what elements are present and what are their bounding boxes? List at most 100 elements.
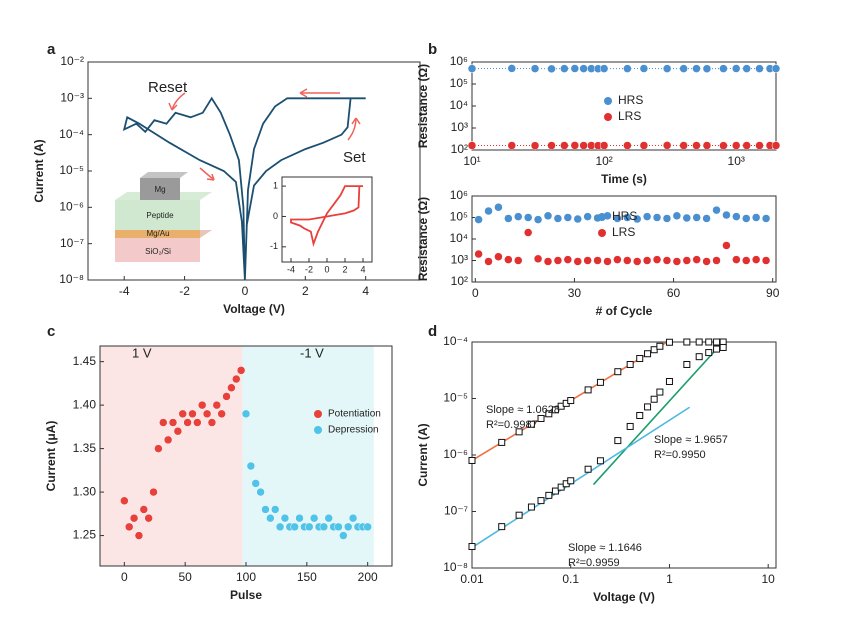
annotation: -1 V xyxy=(300,345,324,360)
x-tick-label: 4 xyxy=(362,284,369,298)
layer-peptide xyxy=(115,200,200,230)
marker xyxy=(742,64,751,73)
band xyxy=(242,346,374,566)
x-tick-label: -4 xyxy=(287,264,295,274)
marker xyxy=(515,511,523,519)
marker xyxy=(494,252,503,261)
legend-label: HRS xyxy=(612,209,637,223)
y-tick-label: 1 xyxy=(273,180,278,190)
layer-label: Mg/Au xyxy=(146,229,169,238)
marker xyxy=(679,141,688,150)
x-tick-label: 30 xyxy=(568,286,582,300)
marker xyxy=(560,64,569,73)
marker xyxy=(183,418,192,427)
marker xyxy=(232,374,241,384)
marker xyxy=(523,228,533,237)
mg-top xyxy=(140,172,188,178)
marker xyxy=(705,338,713,346)
marker xyxy=(662,256,672,265)
marker xyxy=(507,141,517,150)
layer-sio2-front xyxy=(115,238,200,262)
annotation: Reset xyxy=(148,79,188,96)
marker xyxy=(573,214,582,224)
legend-label: LRS xyxy=(618,109,641,123)
marker xyxy=(755,64,764,73)
marker xyxy=(553,256,563,265)
marker xyxy=(623,64,632,73)
marker xyxy=(217,409,226,419)
x-tick-label: 1 xyxy=(666,572,673,586)
y-tick-label: 1.45 xyxy=(73,354,97,368)
marker xyxy=(679,64,688,73)
marker xyxy=(567,477,575,485)
marker xyxy=(712,205,721,215)
marker xyxy=(732,255,741,264)
x-tick-label: 60 xyxy=(667,286,681,300)
y-tick-label: 10² xyxy=(451,274,468,288)
marker xyxy=(583,256,592,265)
marker xyxy=(173,426,183,436)
marker xyxy=(603,257,612,266)
legend-label: HRS xyxy=(618,93,643,107)
axes-frame xyxy=(471,341,777,569)
y-tick-label: 10⁻⁸ xyxy=(59,272,84,286)
marker xyxy=(579,64,588,73)
y-tick-label: 1.25 xyxy=(73,528,97,542)
x-tick-label: 10³ xyxy=(728,154,745,168)
marker xyxy=(504,214,513,223)
marker xyxy=(692,255,701,264)
fit-slope: Slope ≈ 1.1646 xyxy=(568,542,642,554)
marker xyxy=(702,214,711,223)
layer-mgau xyxy=(115,230,200,238)
marker xyxy=(334,522,343,532)
marker xyxy=(613,214,622,223)
marker xyxy=(652,213,662,222)
marker xyxy=(692,213,701,222)
marker xyxy=(644,350,652,358)
marker xyxy=(270,505,280,514)
marker xyxy=(639,141,649,150)
marker xyxy=(626,360,634,368)
marker xyxy=(290,522,299,532)
panel-label: c xyxy=(47,323,55,340)
marker xyxy=(188,409,197,419)
arrow-head xyxy=(168,102,178,111)
marker xyxy=(656,342,664,350)
marker xyxy=(324,513,333,523)
marker xyxy=(583,212,592,221)
marker xyxy=(551,406,559,414)
marker xyxy=(484,206,493,216)
marker xyxy=(261,505,270,514)
marker xyxy=(593,256,602,265)
marker xyxy=(731,141,741,150)
y-tick-label: 10⁻⁴ xyxy=(443,334,468,348)
marker xyxy=(683,360,691,368)
panel-label: d xyxy=(428,323,437,340)
legend-label: Potentiation xyxy=(328,409,381,420)
marker xyxy=(623,141,632,150)
marker xyxy=(124,522,134,532)
fit-r2: R²=0.9987 xyxy=(486,419,538,431)
marker xyxy=(498,438,506,446)
marker xyxy=(713,338,721,346)
line xyxy=(290,185,363,247)
marker xyxy=(644,403,652,411)
marker xyxy=(178,409,187,419)
y-tick-label: 10⁶ xyxy=(450,54,468,68)
y-axis-label: Resistance (Ω) xyxy=(416,64,430,148)
marker xyxy=(514,256,523,265)
marker xyxy=(467,141,477,150)
marker xyxy=(683,338,691,346)
marker xyxy=(755,141,764,150)
marker xyxy=(712,256,721,265)
marker xyxy=(154,444,163,453)
panel-label: b xyxy=(428,41,437,58)
fit-slope: Slope ≈ 1.9657 xyxy=(654,434,728,446)
marker xyxy=(719,343,727,351)
marker xyxy=(596,457,604,465)
y-tick-label: 10⁻⁵ xyxy=(59,163,84,177)
layer-label: SiO₂/Si xyxy=(145,247,171,256)
x-tick-label: -2 xyxy=(305,264,313,274)
marker xyxy=(537,497,545,505)
